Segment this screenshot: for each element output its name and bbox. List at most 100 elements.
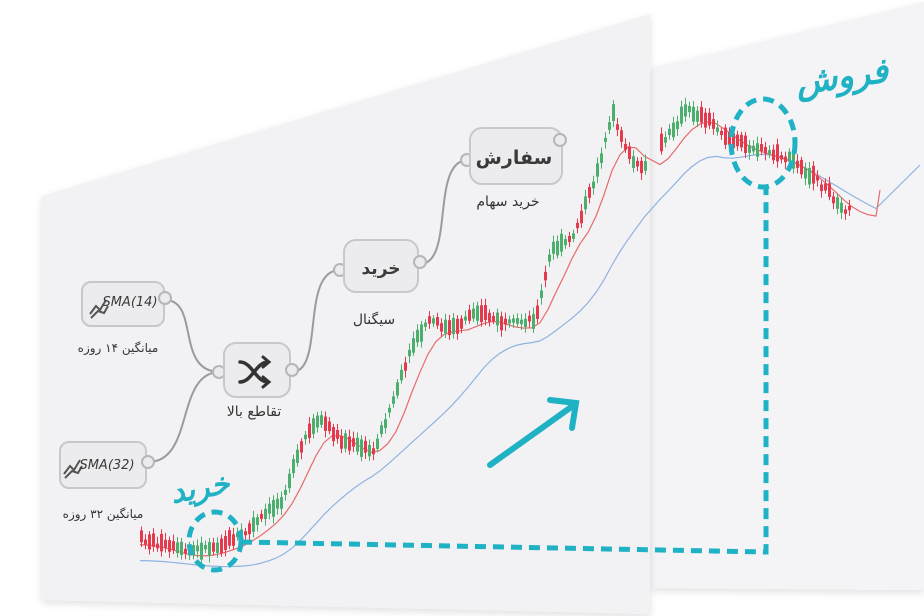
candle [332, 427, 335, 442]
candle [704, 112, 707, 128]
candle [756, 143, 759, 157]
candle [484, 304, 487, 321]
sma32-label: SMA(32) [79, 458, 134, 473]
candle [380, 425, 383, 435]
candle [316, 415, 319, 428]
candle [228, 530, 231, 546]
candle [420, 324, 423, 342]
candle [260, 513, 263, 519]
candle [604, 137, 607, 142]
candle [552, 241, 555, 254]
candle [424, 322, 427, 327]
cross-caption: تقاطع بالا [227, 404, 282, 420]
candle [400, 369, 403, 381]
candle [608, 122, 611, 130]
candle [268, 503, 271, 514]
candle [368, 444, 371, 457]
candle [540, 290, 543, 298]
candle [248, 523, 251, 535]
candle [672, 122, 675, 138]
candle [200, 542, 203, 560]
candle [520, 319, 523, 325]
candle [312, 418, 315, 434]
candle [580, 210, 583, 224]
candle [776, 144, 779, 162]
candle [472, 308, 475, 319]
candle [308, 423, 311, 439]
candle [676, 121, 679, 130]
candle [284, 489, 287, 495]
candle [820, 184, 823, 192]
candle [796, 160, 799, 168]
candle [184, 548, 187, 554]
candle [832, 196, 835, 204]
candle [524, 318, 527, 327]
candle [812, 165, 815, 184]
candle [836, 197, 839, 209]
candle [560, 233, 563, 252]
candle [232, 534, 235, 546]
candle [480, 305, 483, 322]
candle [352, 438, 355, 447]
candle [516, 318, 519, 324]
candle [412, 338, 415, 353]
candle [668, 128, 671, 136]
candle [512, 318, 515, 323]
candle [824, 183, 827, 191]
candle [196, 545, 199, 552]
candle [600, 153, 603, 163]
candle [236, 532, 239, 538]
signal-node[interactable]: خرید [333, 239, 427, 293]
candle [388, 407, 391, 413]
candle [816, 175, 819, 181]
candle [688, 105, 691, 113]
candle [636, 160, 639, 167]
candle [840, 202, 843, 213]
sma14-caption: میانگین ۱۴ روزه [78, 341, 159, 356]
candle [664, 137, 667, 143]
candle [340, 435, 343, 449]
candle [588, 187, 591, 198]
candle [320, 415, 323, 425]
candle [476, 305, 479, 321]
order-node[interactable]: سفارش [460, 127, 567, 185]
candle [460, 318, 463, 329]
candle [244, 531, 247, 536]
candle [720, 130, 723, 136]
candle [168, 540, 171, 552]
candle [464, 316, 467, 321]
candle [500, 316, 503, 331]
candle [208, 542, 211, 556]
candle [592, 181, 595, 189]
candle [172, 541, 175, 551]
candle [708, 112, 711, 126]
candle [396, 382, 399, 396]
candle [144, 539, 147, 545]
candle [628, 146, 631, 160]
flow-connectors [147, 159, 469, 463]
candle [416, 329, 419, 343]
candle [456, 318, 459, 334]
candle [152, 533, 155, 547]
cross-node[interactable] [212, 342, 299, 398]
candle [440, 323, 443, 332]
shuffle-icon [238, 355, 272, 389]
candle [428, 316, 431, 324]
candle [612, 104, 615, 122]
candle [700, 106, 703, 123]
candle [348, 436, 351, 451]
sma32-node[interactable]: SMA(32) [59, 441, 155, 489]
candle [752, 145, 755, 152]
candle [792, 153, 795, 169]
candle [204, 544, 207, 550]
candle [684, 104, 687, 117]
candle [444, 319, 447, 334]
candle [164, 539, 167, 548]
candle [212, 542, 215, 552]
candle [788, 151, 791, 162]
sma14-node[interactable]: SMA(14) [81, 281, 172, 327]
candle [716, 127, 719, 132]
candle [408, 349, 411, 357]
candle [252, 517, 255, 532]
